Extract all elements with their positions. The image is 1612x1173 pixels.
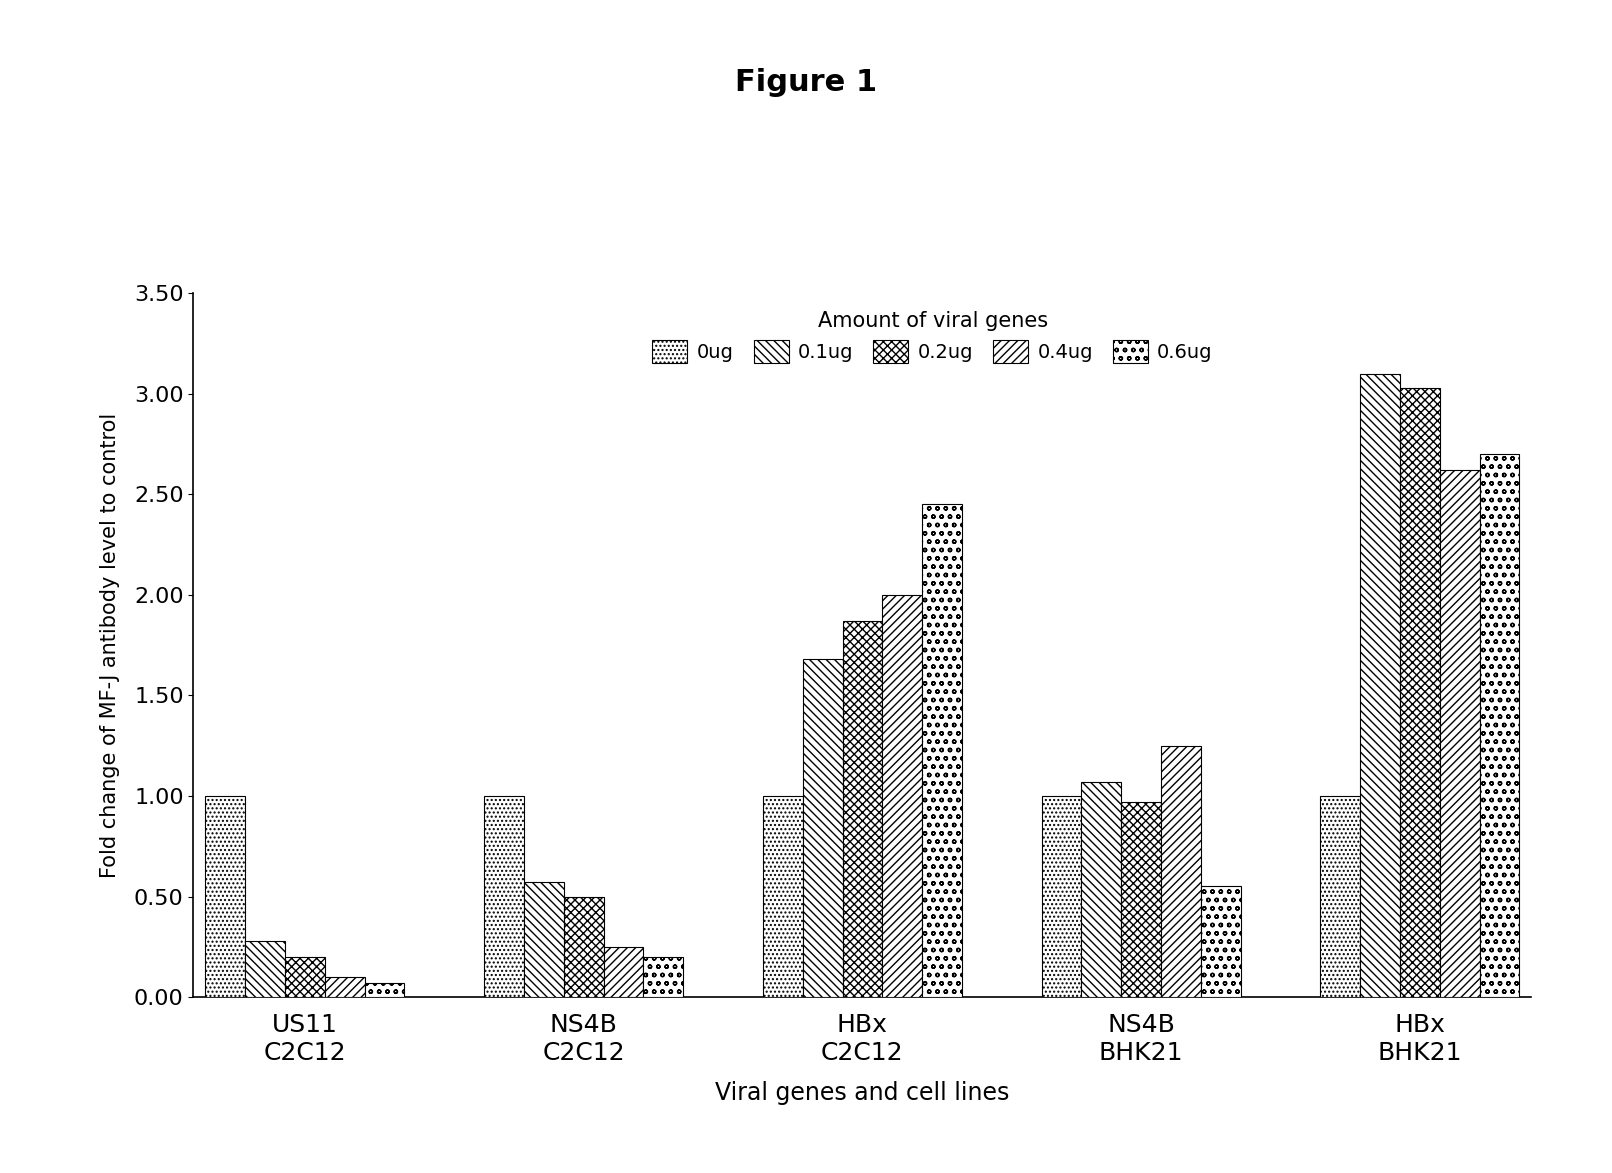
- Bar: [524, 882, 564, 997]
- Bar: [843, 621, 882, 997]
- Bar: [1201, 887, 1241, 997]
- Bar: [1480, 454, 1520, 997]
- Bar: [1161, 746, 1201, 997]
- Bar: [1122, 802, 1161, 997]
- X-axis label: Viral genes and cell lines: Viral genes and cell lines: [716, 1082, 1009, 1105]
- Bar: [564, 896, 603, 997]
- Bar: [603, 947, 643, 997]
- Bar: [882, 595, 922, 997]
- Bar: [1082, 782, 1122, 997]
- Bar: [245, 941, 285, 997]
- Bar: [762, 796, 803, 997]
- Legend: 0ug, 0.1ug, 0.2ug, 0.4ug, 0.6ug: 0ug, 0.1ug, 0.2ug, 0.4ug, 0.6ug: [645, 303, 1220, 371]
- Bar: [1399, 388, 1440, 997]
- Bar: [205, 796, 245, 997]
- Bar: [285, 957, 326, 997]
- Bar: [803, 659, 843, 997]
- Bar: [326, 977, 364, 997]
- Bar: [364, 983, 405, 997]
- Bar: [643, 957, 683, 997]
- Bar: [1440, 470, 1480, 997]
- Text: Figure 1: Figure 1: [735, 68, 877, 96]
- Bar: [1320, 796, 1361, 997]
- Bar: [922, 504, 962, 997]
- Bar: [1361, 374, 1399, 997]
- Bar: [484, 796, 524, 997]
- Y-axis label: Fold change of MF-J antibody level to control: Fold change of MF-J antibody level to co…: [100, 413, 119, 877]
- Bar: [1041, 796, 1082, 997]
